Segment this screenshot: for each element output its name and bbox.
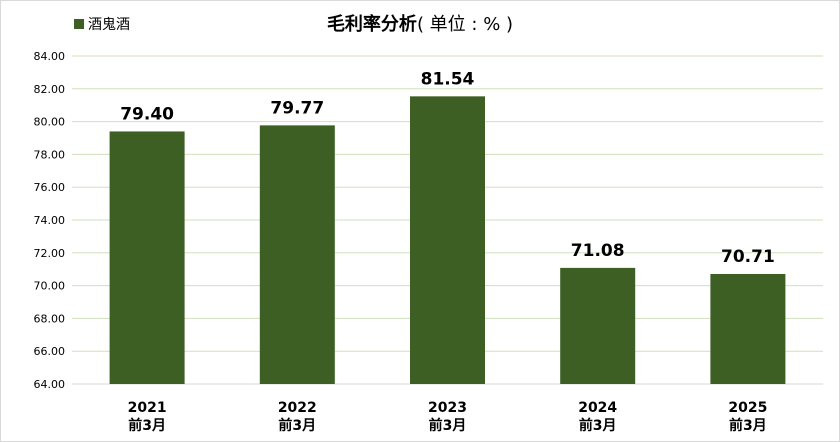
x-tick-label: 前3月 xyxy=(429,417,467,434)
y-tick-label: 78.00 xyxy=(34,148,66,161)
y-tick-label: 64.00 xyxy=(34,378,66,391)
x-tick-label: 2025 xyxy=(728,400,767,416)
y-tick-label: 84.00 xyxy=(34,50,66,63)
x-tick-label: 前3月 xyxy=(278,417,316,434)
y-tick-label: 74.00 xyxy=(34,214,66,227)
x-tick-label: 前3月 xyxy=(729,417,767,434)
bar xyxy=(560,267,636,384)
chart-title-unit: ( 单位 : % ) xyxy=(416,14,514,35)
y-tick-label: 82.00 xyxy=(34,83,66,96)
x-tick-label: 2024 xyxy=(578,400,617,416)
legend-swatch xyxy=(74,19,84,29)
bar xyxy=(259,125,335,384)
x-tick-label: 2021 xyxy=(128,400,167,416)
x-tick-label: 前3月 xyxy=(128,417,166,434)
x-tick-label: 前3月 xyxy=(579,417,617,434)
y-tick-label: 66.00 xyxy=(34,345,66,358)
chart-title-main: 毛利率分析 xyxy=(326,14,417,35)
data-label: 70.71 xyxy=(721,247,775,267)
x-tick-label: 2023 xyxy=(428,400,467,416)
x-tick-label: 2022 xyxy=(278,400,317,416)
y-tick-label: 72.00 xyxy=(34,247,66,260)
bar xyxy=(710,273,786,384)
data-label: 81.54 xyxy=(421,69,475,89)
y-tick-label: 80.00 xyxy=(34,116,66,129)
y-tick-label: 68.00 xyxy=(34,312,66,325)
legend-label: 酒鬼酒 xyxy=(88,17,130,33)
y-tick-label: 76.00 xyxy=(34,181,66,194)
data-label: 71.08 xyxy=(571,241,625,261)
bar xyxy=(410,96,485,385)
chart-title: 毛利率分析( 单位 : % ) xyxy=(1,10,839,36)
bar xyxy=(109,131,185,384)
legend: 酒鬼酒 xyxy=(74,14,130,34)
data-label: 79.40 xyxy=(120,104,174,124)
data-label: 79.77 xyxy=(270,98,324,118)
y-tick-label: 70.00 xyxy=(34,280,66,293)
